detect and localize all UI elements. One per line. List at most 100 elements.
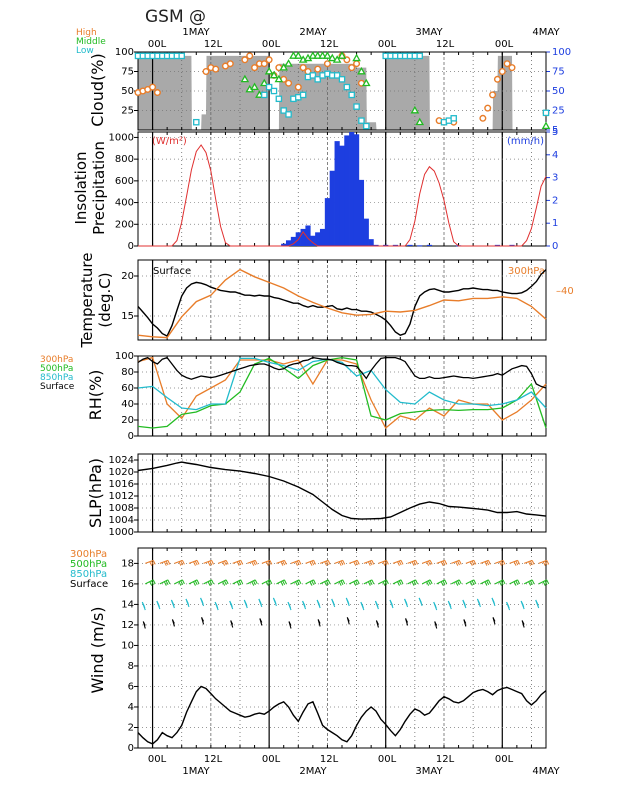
top-day-label-3: 4MAY <box>532 27 560 38</box>
panel-0-right-tick-label: 100 <box>552 47 571 58</box>
temperature-ylabel-line2: (deg.C) <box>96 272 114 327</box>
wind-barb-flag-high <box>236 561 240 566</box>
cloud-low-marker-26 <box>333 72 341 79</box>
wind-legend-300: 300hPa <box>70 549 107 560</box>
wind-barb-flag-middle <box>400 579 404 585</box>
wind-barb-flag-middle <box>367 581 371 586</box>
wind-barb-flag-high <box>484 561 488 566</box>
wind-barb-flag-high <box>411 561 415 566</box>
wind-barb-flag-middle <box>371 579 375 585</box>
precip-bar-12 <box>339 145 345 246</box>
cloud-middle-marker-20 <box>337 51 347 59</box>
cloud-middle-marker-3 <box>255 90 264 98</box>
rh-legend-850: 850hPa <box>40 373 73 383</box>
cloud-low-marker-44 <box>542 109 550 117</box>
cloud-low-marker-27 <box>338 76 346 83</box>
panel-5-ytick-label: 16 <box>121 579 134 590</box>
wind-barb-flag-high <box>251 561 255 566</box>
wind-barb-flag-low <box>404 600 408 605</box>
wind-barb-flag-high <box>194 560 198 566</box>
wind-barb-flag-middle <box>473 579 477 585</box>
wind-barb-flag-middle <box>223 580 227 586</box>
cloud-middle-marker-24 <box>410 105 420 114</box>
wind-barb-flag-middle <box>469 581 473 586</box>
wind-barb-flag-high <box>149 561 153 566</box>
cloud-low-marker-31 <box>358 117 365 124</box>
wind-barb-flag-high <box>385 560 389 565</box>
wind-barb-flag-surface <box>521 620 525 625</box>
precip-bar-0 <box>281 243 287 246</box>
cloud-low-marker-13 <box>270 87 278 95</box>
wind-barb-flag-middle <box>311 580 315 586</box>
wind-barb-flag-high <box>209 560 213 566</box>
wind-barb-flag-surface <box>230 620 234 625</box>
precip-bar-26 <box>494 244 501 246</box>
cloud-middle-marker-18 <box>327 53 337 62</box>
panel-5-ytick-label: 12 <box>121 620 134 631</box>
wind-barb-flag-high <box>180 560 184 566</box>
wind-barb-flag-middle <box>385 579 389 585</box>
precip-bar-18 <box>368 239 374 246</box>
wind-barb-flag-middle <box>442 580 446 586</box>
panel-3-ytick-label: 0 <box>128 431 134 442</box>
wind-barb-flag-low <box>244 601 248 606</box>
cloud-high-marker-27 <box>348 64 356 72</box>
top-tick-label-2: 00L <box>262 39 281 50</box>
wind-barb-flag-middle <box>236 581 240 586</box>
wind-barb-flag-middle <box>517 579 521 585</box>
cloud-high-marker-12 <box>251 64 259 72</box>
panel-5-ytick-label: 2 <box>128 722 134 733</box>
precip-bar-5 <box>305 225 311 246</box>
cloud-high-marker-36 <box>493 75 501 83</box>
wind-barb-flag-low <box>215 603 219 609</box>
rh-ylabel: RH(%) <box>86 370 105 421</box>
wind-ylabel: Wind (m/s) <box>88 606 107 693</box>
wind-barb-flag-high <box>500 560 504 566</box>
precip-bar-10 <box>329 170 335 246</box>
panel-0-ytick-label: 100 <box>115 47 134 58</box>
precip-bar-15 <box>353 134 360 246</box>
bottom-tick-label-3: 12L <box>320 754 339 765</box>
wind-barb-flag-middle <box>355 580 358 586</box>
wind-barb-flag-middle <box>180 580 184 586</box>
wind-barb-flag-high <box>457 560 460 566</box>
wind-barb-flag-high <box>458 560 462 565</box>
top-tick-label-0: 00L <box>148 39 167 50</box>
precip-bar-11 <box>334 141 340 246</box>
wind-barb-flag-low <box>171 601 175 606</box>
wind-barb-flag-high <box>151 560 154 566</box>
wind-barb-flag-surface <box>463 619 467 624</box>
wind-barb-flag-middle <box>426 581 430 586</box>
cloud-high-marker-33 <box>479 114 487 122</box>
panel-5-frame <box>137 547 547 749</box>
wind-barb-flag-high <box>486 560 490 566</box>
panel-1-right-tick-label: 0 <box>552 241 558 252</box>
cloud-high-marker-5 <box>202 67 210 75</box>
wind-barb-flag-middle <box>167 579 171 585</box>
wind-barb-flag-low <box>157 602 160 608</box>
temperature-label-surface: Surface <box>153 266 191 277</box>
wind-barb-flag-middle <box>269 579 273 585</box>
wind-barb-flag-middle <box>411 581 415 586</box>
temperature-ylabel-line1: Temperature <box>78 252 96 348</box>
cloud-high-marker-39 <box>508 64 516 72</box>
wind-barb-flag-middle <box>194 580 198 586</box>
wind-barb-flag-high <box>223 560 227 566</box>
precip-bar-7 <box>315 232 321 246</box>
wind-barb-flag-middle <box>327 579 331 585</box>
wind-barb-flag-surface <box>346 617 350 622</box>
panel-3-ytick-label: 20 <box>121 415 134 426</box>
top-day-label-1: 2MAY <box>299 27 327 38</box>
cloud-low-marker-22 <box>314 76 321 83</box>
cloud-middle-marker-22 <box>357 66 366 75</box>
wind-barb-flag-low <box>186 600 190 605</box>
cloud-middle-marker-23 <box>361 78 371 87</box>
panel-3-ytick-label: 40 <box>121 399 134 410</box>
cloud-low-marker-29 <box>348 91 355 99</box>
wind-barb-flag-middle <box>193 581 196 586</box>
bottom-tick-label-0: 00L <box>148 754 167 765</box>
precip-bar-21 <box>392 244 399 246</box>
wind-barb-flag-middle <box>342 579 346 585</box>
top-day-label-0: 1MAY <box>182 27 210 38</box>
